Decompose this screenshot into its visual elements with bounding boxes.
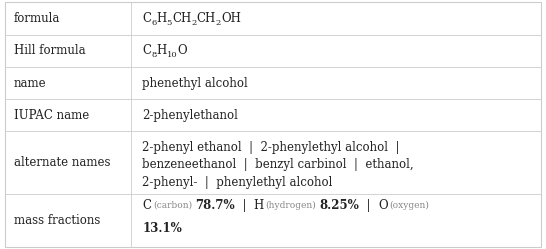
Text: mass fractions: mass fractions xyxy=(14,214,100,227)
Text: 8.25%: 8.25% xyxy=(319,199,359,212)
Text: benzeneethanol  |  benzyl carbinol  |  ethanol,: benzeneethanol | benzyl carbinol | ethan… xyxy=(142,158,414,171)
Text: H: H xyxy=(157,44,167,57)
Text: (carbon): (carbon) xyxy=(153,201,192,210)
Text: |: | xyxy=(359,199,378,212)
Text: (hydrogen): (hydrogen) xyxy=(265,201,316,210)
Text: formula: formula xyxy=(14,12,60,25)
Text: H: H xyxy=(156,12,167,25)
Text: alternate names: alternate names xyxy=(14,156,110,169)
Text: (oxygen): (oxygen) xyxy=(389,201,429,210)
Text: 2: 2 xyxy=(191,19,197,27)
Text: H: H xyxy=(254,199,264,212)
Text: phenethyl alcohol: phenethyl alcohol xyxy=(142,77,248,90)
Text: 13.1%: 13.1% xyxy=(142,222,182,235)
Text: 78.7%: 78.7% xyxy=(195,199,235,212)
Text: 2: 2 xyxy=(216,19,221,27)
Text: 10: 10 xyxy=(167,51,177,59)
Text: IUPAC name: IUPAC name xyxy=(14,109,89,122)
Text: 8: 8 xyxy=(151,51,157,59)
Text: Hill formula: Hill formula xyxy=(14,44,85,57)
Text: CH: CH xyxy=(172,12,191,25)
Text: 2-phenyl ethanol  |  2-phenylethyl alcohol  |: 2-phenyl ethanol | 2-phenylethyl alcohol… xyxy=(142,141,400,154)
Text: name: name xyxy=(14,77,46,90)
Text: OH: OH xyxy=(221,12,241,25)
Text: 5: 5 xyxy=(167,19,172,27)
Text: C: C xyxy=(142,12,151,25)
Text: C: C xyxy=(142,44,151,57)
Text: C: C xyxy=(142,199,151,212)
Text: 2-phenylethanol: 2-phenylethanol xyxy=(142,109,238,122)
Text: CH: CH xyxy=(197,12,216,25)
Text: |: | xyxy=(235,199,254,212)
Text: 2-phenyl-  |  phenylethyl alcohol: 2-phenyl- | phenylethyl alcohol xyxy=(142,176,333,188)
Text: O: O xyxy=(378,199,388,212)
Text: O: O xyxy=(177,44,187,57)
Text: 6: 6 xyxy=(151,19,156,27)
